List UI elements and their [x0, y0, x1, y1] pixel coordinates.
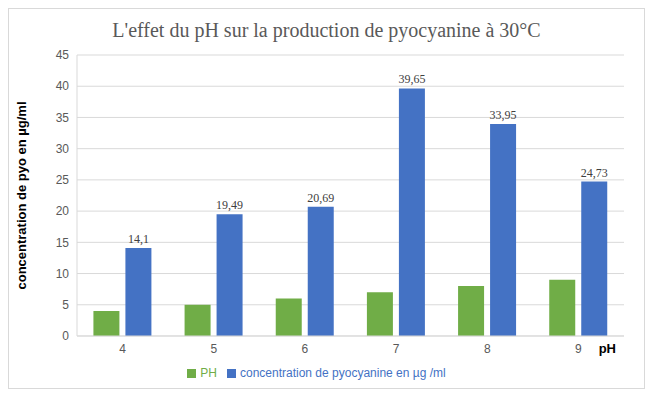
- svg-text:5: 5: [210, 342, 217, 356]
- svg-text:10: 10: [56, 267, 70, 281]
- svg-text:5: 5: [62, 298, 69, 312]
- svg-text:0: 0: [62, 329, 69, 343]
- svg-text:8: 8: [484, 342, 491, 356]
- svg-text:4: 4: [119, 342, 126, 356]
- svg-text:concentration de pyo en µg/ml: concentration de pyo en µg/ml: [14, 101, 29, 289]
- html-text:concentration de pyocyanine en: concentration de pyocyanine en µg /ml: [240, 366, 446, 380]
- svg-text:19,49: 19,49: [216, 198, 243, 212]
- svg-text:20: 20: [56, 204, 70, 218]
- svg-text:35: 35: [56, 111, 70, 125]
- html-text:PH: PH: [200, 366, 217, 380]
- svg-text:24,73: 24,73: [581, 166, 608, 180]
- svg-text:pH: pH: [599, 341, 616, 356]
- svg-text:9: 9: [575, 342, 582, 356]
- svg-text:7: 7: [393, 342, 400, 356]
- svg-text:39,65: 39,65: [398, 72, 425, 86]
- svg-text:15: 15: [56, 236, 70, 250]
- svg-text:30: 30: [56, 142, 70, 156]
- svg-text:14,1: 14,1: [128, 232, 149, 246]
- html-text:L'effet du pH sur la productio: L'effet du pH sur la production de pyocy…: [112, 19, 541, 41]
- svg-text:6: 6: [302, 342, 309, 356]
- svg-text:25: 25: [56, 173, 70, 187]
- svg-text:40: 40: [56, 79, 70, 93]
- svg-text:20,69: 20,69: [307, 191, 334, 205]
- svg-text:45: 45: [56, 48, 70, 62]
- svg-text:33,95: 33,95: [490, 108, 517, 122]
